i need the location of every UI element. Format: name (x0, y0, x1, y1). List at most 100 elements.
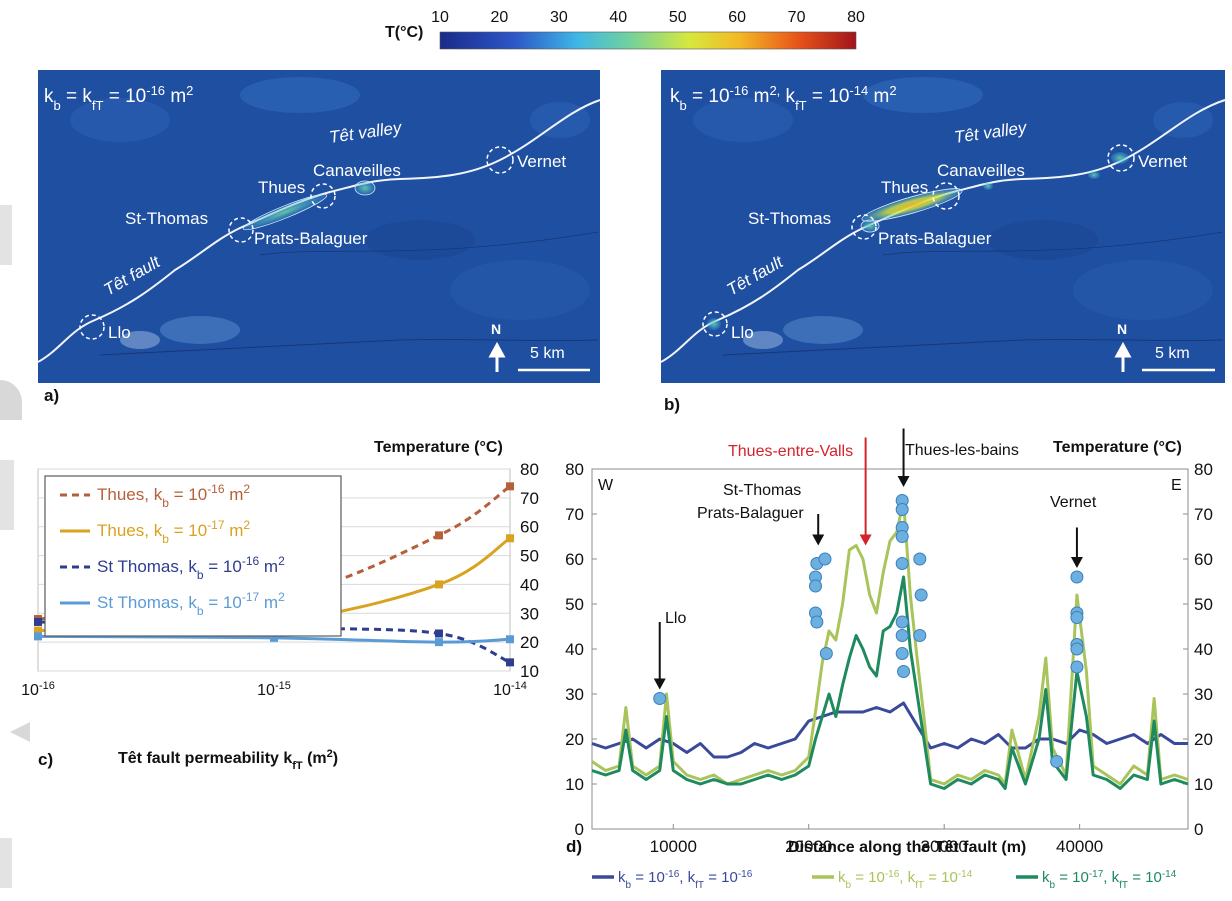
chart-d-y-tick-label-right: 70 (1194, 505, 1213, 524)
chart-d-legend-label: kb = 10-16, kfT = 10-14 (838, 869, 973, 891)
chart-d-y-tick-label-right: 80 (1194, 460, 1213, 479)
panel-d-letter: d) (566, 837, 582, 856)
label-d-thues-entre: Thues-entre-Valls (728, 443, 853, 460)
panel-b-map: kb = 10-16 m2, kfT = 10-14 m2 Têt valley… (660, 70, 1226, 414)
chart-c-x-ticks: 10-16 10-15 10-14 (21, 680, 527, 699)
chart-c-marker-1-0 (34, 626, 42, 635)
map-a-title: kb = kfT = 10-16 m2 (44, 83, 193, 113)
colorbar-tick-label: 50 (669, 9, 687, 26)
chart-d-y-tick-label-right: 10 (1194, 775, 1213, 794)
label-d-prats: Prats-Balaguer (697, 505, 804, 522)
map-a-boundary-2 (259, 231, 599, 256)
chart-c-legend-box (44, 475, 342, 637)
chart-d-legend: kb = 10-16, kfT = 10-16 kb = 10-16, kfT =… (592, 869, 1177, 891)
chart-d-ylabel: Temperature (°C) (1053, 439, 1182, 456)
label-b-st-thomas: St-Thomas (748, 209, 831, 228)
colorbar-tick-label: 10 (431, 9, 449, 26)
chart-d-measurement-point (914, 588, 928, 602)
chart-c-x-tick-label: 10-15 (257, 680, 291, 699)
chart-d-x-tick-label: 40000 (1056, 837, 1103, 856)
chart-c-y-ticks: 10 20 30 40 50 60 70 80 (520, 460, 539, 681)
panel-a-map: kb = kfT = 10-16 m2 Têt valley Têt fault… (37, 70, 601, 405)
chart-d-y-tick-label: 70 (565, 505, 584, 524)
chart-c-legend-label: St Thomas, kb = 10-17 m2 (97, 590, 285, 618)
chart-d-measurement-point (895, 647, 909, 660)
chart-d-measurement-point (895, 629, 909, 642)
chart-c-marker-2-3 (506, 658, 514, 667)
panel-b-letter: b) (664, 395, 680, 414)
chart-d-y-tick-label-right: 40 (1194, 640, 1213, 659)
hot-zone-b-4 (1088, 171, 1100, 179)
chart-c-x-tick-label: 10-14 (493, 680, 527, 699)
label-d-thues-bains: Thues-les-bains (905, 442, 1019, 459)
chart-d-measurement-point (1070, 611, 1084, 624)
hot-zone-b-5 (1111, 152, 1129, 164)
chart-c-marker-1-2 (434, 580, 443, 589)
chart-d-measurement-point (653, 692, 667, 705)
chart-c-series-line-3 (37, 634, 511, 644)
chart-c-marker-0-3 (506, 482, 514, 491)
label-a-prats: Prats-Balaguer (254, 229, 368, 248)
chart-d-y-tick-label-right: 50 (1194, 595, 1213, 614)
chart-d-measurement-point (895, 530, 909, 543)
label-a-canaveilles: Canaveilles (313, 161, 401, 180)
chart-d-arrow-head-icon (1070, 557, 1083, 568)
colorbar-gradient (439, 31, 857, 50)
map-a-boundary (99, 338, 599, 356)
hot-zone-a-1 (242, 193, 328, 231)
chart-c-marker-3-0 (34, 632, 42, 641)
chart-c-marker-3-2 (434, 638, 443, 647)
map-b-boundary-2 (882, 231, 1224, 256)
colorbar-label: T(°C) (385, 24, 423, 41)
label-b-canaveilles: Canaveilles (937, 161, 1025, 180)
chart-c-y-tick-label: 10 (520, 662, 539, 681)
hot-zone-a-2 (354, 180, 376, 196)
chart-c-marker-2-2 (434, 629, 443, 638)
map-b-title: kb = 10-16 m2, kfT = 10-14 m2 (670, 83, 897, 113)
site-circle-a-vernet (486, 146, 514, 174)
chart-d-ticks: 0 0 10 10 20 20 30 30 40 40 50 50 60 60 70 70 80 80 10000 2… (565, 460, 1213, 856)
chart-d-measurement-point (895, 557, 909, 570)
chart-c-y-tick-label: 20 (520, 633, 539, 652)
svg-text:kb = 10-16 m2, kfT = 10-14 m2: kb = 10-16 m2, kfT = 10-14 m2 (670, 83, 897, 113)
chart-d-measurement-point (819, 647, 833, 660)
chart-d-arrow-head-icon (859, 534, 872, 546)
chart-c-y-tick-label: 80 (520, 460, 539, 479)
chart-d-series-line-2 (591, 575, 1189, 790)
panel-d-chart: 0 0 10 10 20 20 30 30 40 40 50 50 60 60 70 70 80 80 10000 2… (565, 428, 1213, 891)
chart-c-y-tick-label: 40 (520, 575, 539, 594)
label-a-thues: Thues (258, 178, 305, 197)
chart-d-arrow-head-icon (653, 678, 666, 690)
chart-d-arrow-head-icon (812, 534, 825, 546)
label-b-vernet: Vernet (1138, 152, 1187, 171)
label-d-west: W (598, 477, 614, 494)
chart-c-y-tick-label: 30 (520, 604, 539, 623)
chart-d-y-tick-label: 20 (565, 730, 584, 749)
colorbar-tick-label: 30 (550, 9, 568, 26)
hot-zone-b-2 (860, 219, 880, 233)
colorbar-tick-label: 80 (847, 9, 865, 26)
chart-d-arrows (653, 428, 1083, 690)
chart-c-ylabel: Temperature (°C) (374, 439, 503, 456)
chart-d-x-tick-label: 10000 (650, 837, 697, 856)
chart-c-legend: Thues, kb = 10-16 m2 Thues, kb = 10-17 m2… (44, 475, 342, 637)
label-d-east: E (1171, 477, 1182, 494)
chart-d-measurement-point (809, 579, 822, 593)
label-d-st-thomas: St-Thomas (723, 482, 801, 499)
scale-label-a: 5 km (530, 345, 565, 362)
chart-d-measurements (653, 494, 1084, 768)
chart-c-marker-1-3 (506, 534, 514, 543)
chart-c-marker-0-2 (434, 531, 443, 540)
site-circle-b-vernet (1107, 144, 1135, 172)
map-b-boundary (722, 338, 1224, 356)
map-b-texture (693, 77, 1213, 349)
chart-d-arrow-head-icon (897, 476, 910, 487)
chart-d-y-tick-label: 10 (565, 775, 584, 794)
chart-c-y-tick-label: 50 (520, 547, 539, 566)
hot-zone-b-3 (983, 182, 993, 190)
site-circle-b-llo (702, 311, 728, 337)
chart-d-y-tick-label-right: 30 (1194, 685, 1213, 704)
chart-d-x-tick-label: 20000 (785, 837, 832, 856)
colorbar: T(°C) 10 20 30 40 50 60 70 80 (385, 9, 865, 50)
label-b-llo: Llo (731, 323, 754, 342)
